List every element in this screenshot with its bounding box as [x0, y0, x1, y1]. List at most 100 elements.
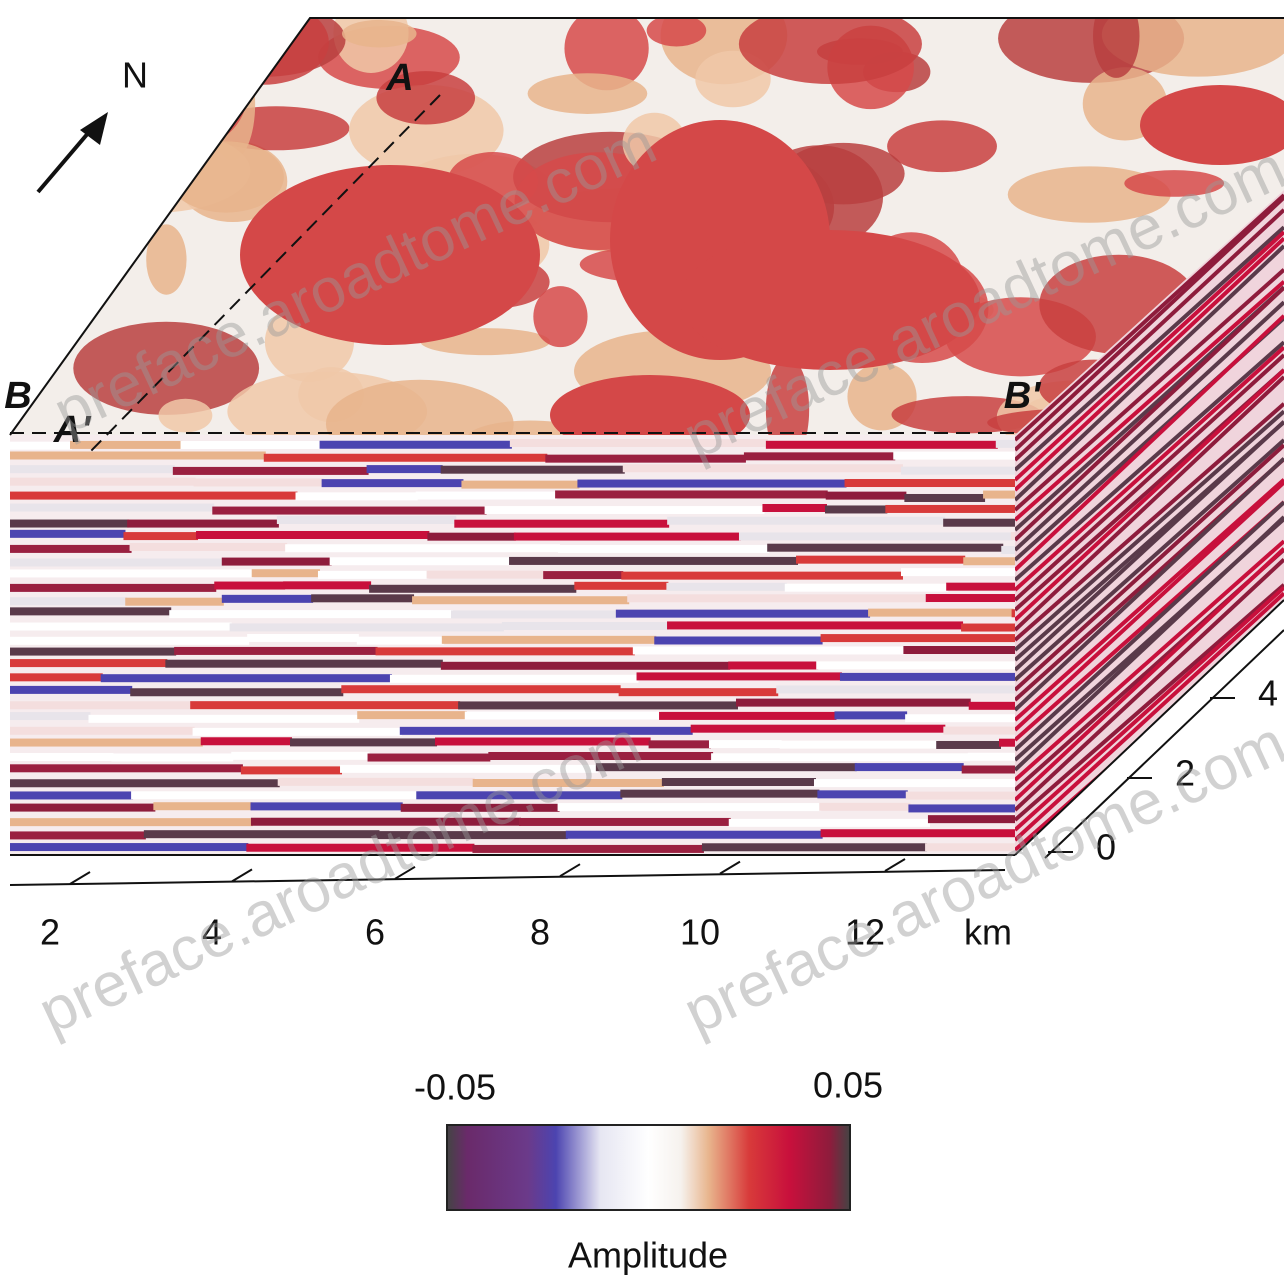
seismic-stripe — [10, 686, 132, 694]
seismic-stripe — [10, 831, 146, 839]
seismic-stripe — [780, 741, 939, 749]
seismic-stripe — [736, 699, 971, 707]
seismic-stripe — [620, 790, 819, 798]
seismic-stripe — [461, 481, 579, 489]
seismic-stripe — [502, 622, 669, 630]
seismic-stripe — [936, 741, 1001, 749]
seismic-stripe — [814, 779, 1045, 787]
seismic-stripe — [10, 569, 254, 577]
seismic-stripe — [10, 791, 133, 799]
seismic-stripe — [702, 843, 927, 851]
seismic-stripe — [709, 740, 782, 748]
seismic-stripe — [214, 582, 285, 590]
seismic-stripe — [10, 843, 248, 851]
seismic-stripe — [908, 804, 1018, 812]
seismic-stripe — [278, 778, 475, 786]
seismic-stripe — [311, 594, 414, 602]
colorbar-title: Amplitude — [568, 1235, 728, 1276]
seismic-stripe — [169, 610, 453, 618]
seismic-stripe — [577, 480, 846, 488]
seismic-stripe — [10, 530, 125, 538]
x-axis-line — [10, 870, 1005, 885]
seismic-stripe — [465, 712, 661, 720]
x-tick — [560, 864, 580, 876]
seismic-stripe — [230, 623, 504, 631]
seismic-stripe — [10, 465, 175, 473]
seismic-stripe — [767, 544, 1003, 552]
seismic-stripe — [825, 505, 887, 513]
seismic-stripe — [654, 636, 822, 644]
seismic-stripe — [10, 673, 103, 681]
seismic-stripe — [442, 636, 656, 644]
amplitude-patch — [533, 286, 587, 347]
seismic-stripe — [441, 466, 625, 474]
seismic-stripe — [10, 584, 216, 592]
seismic-stripe — [212, 507, 486, 515]
seismic-stripe — [341, 685, 620, 693]
seismic-stripe — [295, 492, 417, 500]
seismic-stripe — [10, 712, 90, 720]
seismic-stripe — [627, 594, 928, 602]
seismic-stripe — [130, 543, 288, 551]
depth-tick-label: 4 — [1258, 673, 1278, 714]
seismic-stripe — [127, 520, 279, 528]
seismic-stripe — [222, 595, 313, 603]
seismic-stripe — [10, 779, 280, 787]
seismic-stripe — [621, 572, 903, 580]
amplitude-patch — [647, 14, 707, 46]
seismic-stripe — [222, 558, 332, 566]
amplitude-patch — [342, 20, 417, 48]
seismic-stripe — [194, 478, 324, 486]
seismic-stripe — [10, 659, 167, 667]
seismic-stripe — [190, 701, 460, 709]
seismic-stripe — [196, 531, 429, 539]
seismic-stripe — [416, 492, 557, 500]
seismic-stripe — [574, 582, 668, 590]
x-tick — [720, 862, 740, 874]
seismic-stripe — [241, 766, 342, 774]
seismic-stripe — [454, 520, 669, 528]
seismic-stripe — [619, 688, 779, 696]
seismic-stripe — [201, 737, 292, 745]
seismic-stripe — [367, 465, 443, 473]
seismic-stripe — [318, 571, 429, 579]
seismic-stripe — [277, 516, 456, 524]
seismic-stripe — [251, 802, 403, 810]
seismic-stripe — [123, 532, 198, 540]
seismic-stripe — [451, 610, 618, 618]
seismic-stripe — [558, 545, 769, 553]
seismic-stripe — [88, 715, 359, 723]
seismic-stripe — [834, 711, 907, 719]
seismic-stripe — [101, 674, 392, 682]
seismic-stripe — [10, 545, 132, 553]
seismic-stripe — [514, 533, 741, 541]
seismic-stripe — [762, 504, 827, 512]
seismic-stripe — [633, 646, 906, 654]
seismic-stripe — [728, 662, 818, 670]
seismic-stripe — [153, 802, 252, 810]
seismic-stripe — [368, 754, 491, 762]
seismic-stripe — [390, 675, 639, 683]
seismic-stripe — [472, 845, 704, 853]
seismic-stripe — [10, 739, 203, 747]
seismic-stripe — [290, 738, 437, 746]
amplitude-patch — [196, 0, 328, 85]
x-tick-label: 10 — [680, 912, 720, 953]
seismic-stripe — [174, 647, 377, 655]
seismic-stripe — [666, 583, 786, 591]
amplitude-patch — [82, 0, 233, 103]
seismic-stripe — [320, 441, 512, 449]
amplitude-patch — [739, 4, 922, 84]
amplitude-patch — [92, 31, 231, 122]
seismic-stripe — [826, 492, 907, 500]
seismic-stripe — [10, 492, 297, 500]
seismic-stripe — [519, 818, 731, 826]
seismic-stripe — [509, 557, 798, 565]
seismic-stripe — [616, 610, 870, 618]
seismic-stripe — [776, 685, 1031, 693]
amplitude-patch — [146, 224, 186, 294]
seismic-stripe — [173, 467, 369, 475]
seismic-stripe — [427, 571, 546, 579]
seismic-stripe — [817, 790, 907, 798]
amplitude-patch — [168, 141, 284, 212]
